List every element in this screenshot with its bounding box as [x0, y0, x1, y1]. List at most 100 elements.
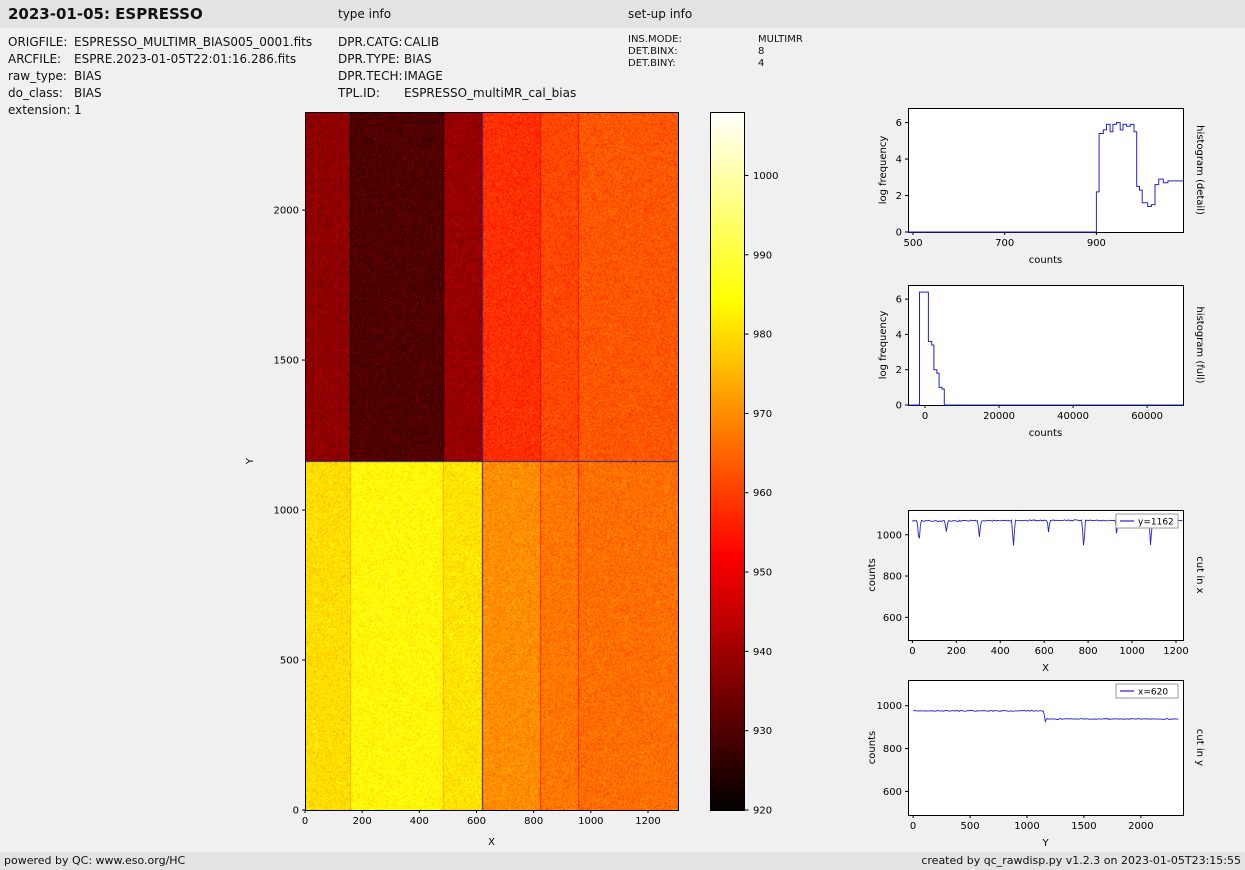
svg-text:1200: 1200	[1163, 646, 1188, 657]
svg-text:500: 500	[961, 821, 980, 832]
svg-text:y=1162: y=1162	[1138, 518, 1174, 528]
meta-value: CALIB	[404, 35, 440, 49]
meta-row-detbiny: DET.BINY: 4	[628, 58, 803, 70]
svg-text:counts: counts	[1029, 428, 1062, 439]
svg-text:200: 200	[947, 646, 966, 657]
svg-text:2: 2	[896, 365, 902, 376]
svg-text:log frequency: log frequency	[878, 136, 889, 205]
svg-text:4: 4	[896, 330, 902, 341]
meta-row-dprtype: DPR.TYPE: BIAS	[338, 51, 576, 68]
svg-text:counts: counts	[867, 731, 878, 764]
svg-text:20000: 20000	[983, 411, 1015, 422]
svg-text:log frequency: log frequency	[878, 311, 889, 380]
svg-text:600: 600	[883, 787, 902, 798]
svg-text:40000: 40000	[1057, 411, 1089, 422]
meta-key: DET.BINY:	[628, 58, 676, 69]
svg-text:6: 6	[896, 118, 902, 129]
svg-text:0: 0	[922, 411, 928, 422]
svg-text:1000: 1000	[877, 701, 902, 712]
meta-key: do_class:	[8, 86, 63, 100]
footer-right-text: created by qc_rawdisp.py v1.2.3 on 2023-…	[921, 854, 1241, 867]
meta-key: DPR.TYPE:	[338, 52, 400, 66]
svg-text:0: 0	[909, 646, 915, 657]
svg-text:970: 970	[753, 409, 772, 420]
svg-text:4: 4	[896, 155, 902, 166]
file-metadata-block: ORIGFILE: ESPRESSO_MULTIMR_BIAS005_0001.…	[8, 34, 312, 119]
svg-text:2000: 2000	[274, 206, 299, 217]
header-bar: 2023-01-05: ESPRESSO type info set-up in…	[0, 0, 1245, 28]
svg-text:counts: counts	[1029, 255, 1062, 266]
svg-text:800: 800	[883, 572, 902, 583]
svg-text:600: 600	[467, 816, 486, 827]
svg-text:700: 700	[995, 238, 1014, 249]
meta-value: IMAGE	[404, 69, 443, 83]
svg-text:2: 2	[896, 191, 902, 202]
meta-value: BIAS	[74, 86, 102, 100]
meta-row-tplid: TPL.ID: ESPRESSO_multiMR_cal_bias	[338, 85, 576, 102]
meta-key: DPR.TECH:	[338, 69, 403, 83]
meta-row-origfile: ORIGFILE: ESPRESSO_MULTIMR_BIAS005_0001.…	[8, 34, 312, 51]
svg-text:1000: 1000	[578, 816, 603, 827]
svg-text:Y: Y	[245, 457, 256, 465]
svg-text:950: 950	[753, 568, 772, 579]
svg-text:0: 0	[910, 821, 916, 832]
meta-key: ORIGFILE:	[8, 35, 68, 49]
svg-text:x=620: x=620	[1138, 688, 1168, 698]
meta-value: MULTIMR	[758, 34, 803, 45]
svg-text:800: 800	[524, 816, 543, 827]
svg-text:cut in x: cut in x	[1194, 556, 1205, 593]
meta-value: ESPRESSO_multiMR_cal_bias	[404, 86, 577, 100]
svg-text:counts: counts	[867, 558, 878, 591]
footer-left-text: powered by QC: www.eso.org/HC	[4, 854, 186, 867]
meta-key: INS.MODE:	[628, 34, 682, 45]
main-image-canvas	[305, 112, 678, 810]
meta-row-dprtech: DPR.TECH: IMAGE	[338, 68, 576, 85]
svg-text:990: 990	[753, 250, 772, 261]
svg-text:600: 600	[883, 613, 902, 624]
svg-text:1500: 1500	[274, 356, 299, 367]
hist-full-plot: 0 20000 40000 60000 0 2 4 6 counts log frequency h…	[878, 285, 1205, 439]
meta-value: 1	[74, 103, 82, 117]
meta-key: extension:	[8, 103, 71, 117]
svg-text:1000: 1000	[1014, 821, 1039, 832]
svg-text:930: 930	[753, 726, 772, 737]
svg-text:X: X	[488, 837, 495, 848]
type-info-heading: type info	[338, 7, 392, 21]
svg-text:2000: 2000	[1128, 821, 1153, 832]
svg-text:500: 500	[903, 238, 922, 249]
svg-text:X: X	[1042, 663, 1049, 674]
svg-text:0: 0	[302, 816, 308, 827]
svg-text:1000: 1000	[753, 171, 778, 182]
meta-row-doclass: do_class: BIAS	[8, 85, 312, 102]
svg-text:1000: 1000	[877, 530, 902, 541]
svg-text:800: 800	[1079, 646, 1098, 657]
svg-text:0: 0	[896, 228, 902, 239]
meta-key: DPR.CATG:	[338, 35, 403, 49]
svg-text:1000: 1000	[1119, 646, 1144, 657]
svg-text:200: 200	[353, 816, 372, 827]
meta-value: ESPRE.2023-01-05T22:01:16.286.fits	[74, 52, 297, 66]
meta-row-insmode: INS.MODE: MULTIMR	[628, 34, 803, 46]
meta-row-detbinx: DET.BINX: 8	[628, 46, 803, 58]
svg-text:600: 600	[1035, 646, 1054, 657]
svg-text:940: 940	[753, 647, 772, 658]
meta-value: ESPRESSO_MULTIMR_BIAS005_0001.fits	[74, 35, 313, 49]
meta-row-rawtype: raw_type: BIAS	[8, 68, 312, 85]
svg-text:Y: Y	[1041, 838, 1049, 849]
setup-info-heading: set-up info	[628, 7, 693, 21]
svg-text:980: 980	[753, 330, 772, 341]
svg-text:1500: 1500	[1071, 821, 1096, 832]
svg-text:cut in y: cut in y	[1194, 729, 1205, 766]
svg-text:60000: 60000	[1131, 411, 1163, 422]
hist-detail-plot: 500 700 900 0 2 4 6 counts log frequency histogra…	[878, 108, 1205, 266]
meta-key: TPL.ID:	[338, 86, 380, 100]
svg-text:960: 960	[753, 488, 772, 499]
meta-value: 8	[758, 46, 765, 57]
type-info-block: DPR.CATG: CALIB DPR.TYPE: BIAS DPR.TECH:…	[338, 34, 576, 102]
svg-text:400: 400	[410, 816, 429, 827]
meta-key: raw_type:	[8, 69, 67, 83]
meta-row-dprcatg: DPR.CATG: CALIB	[338, 34, 576, 51]
